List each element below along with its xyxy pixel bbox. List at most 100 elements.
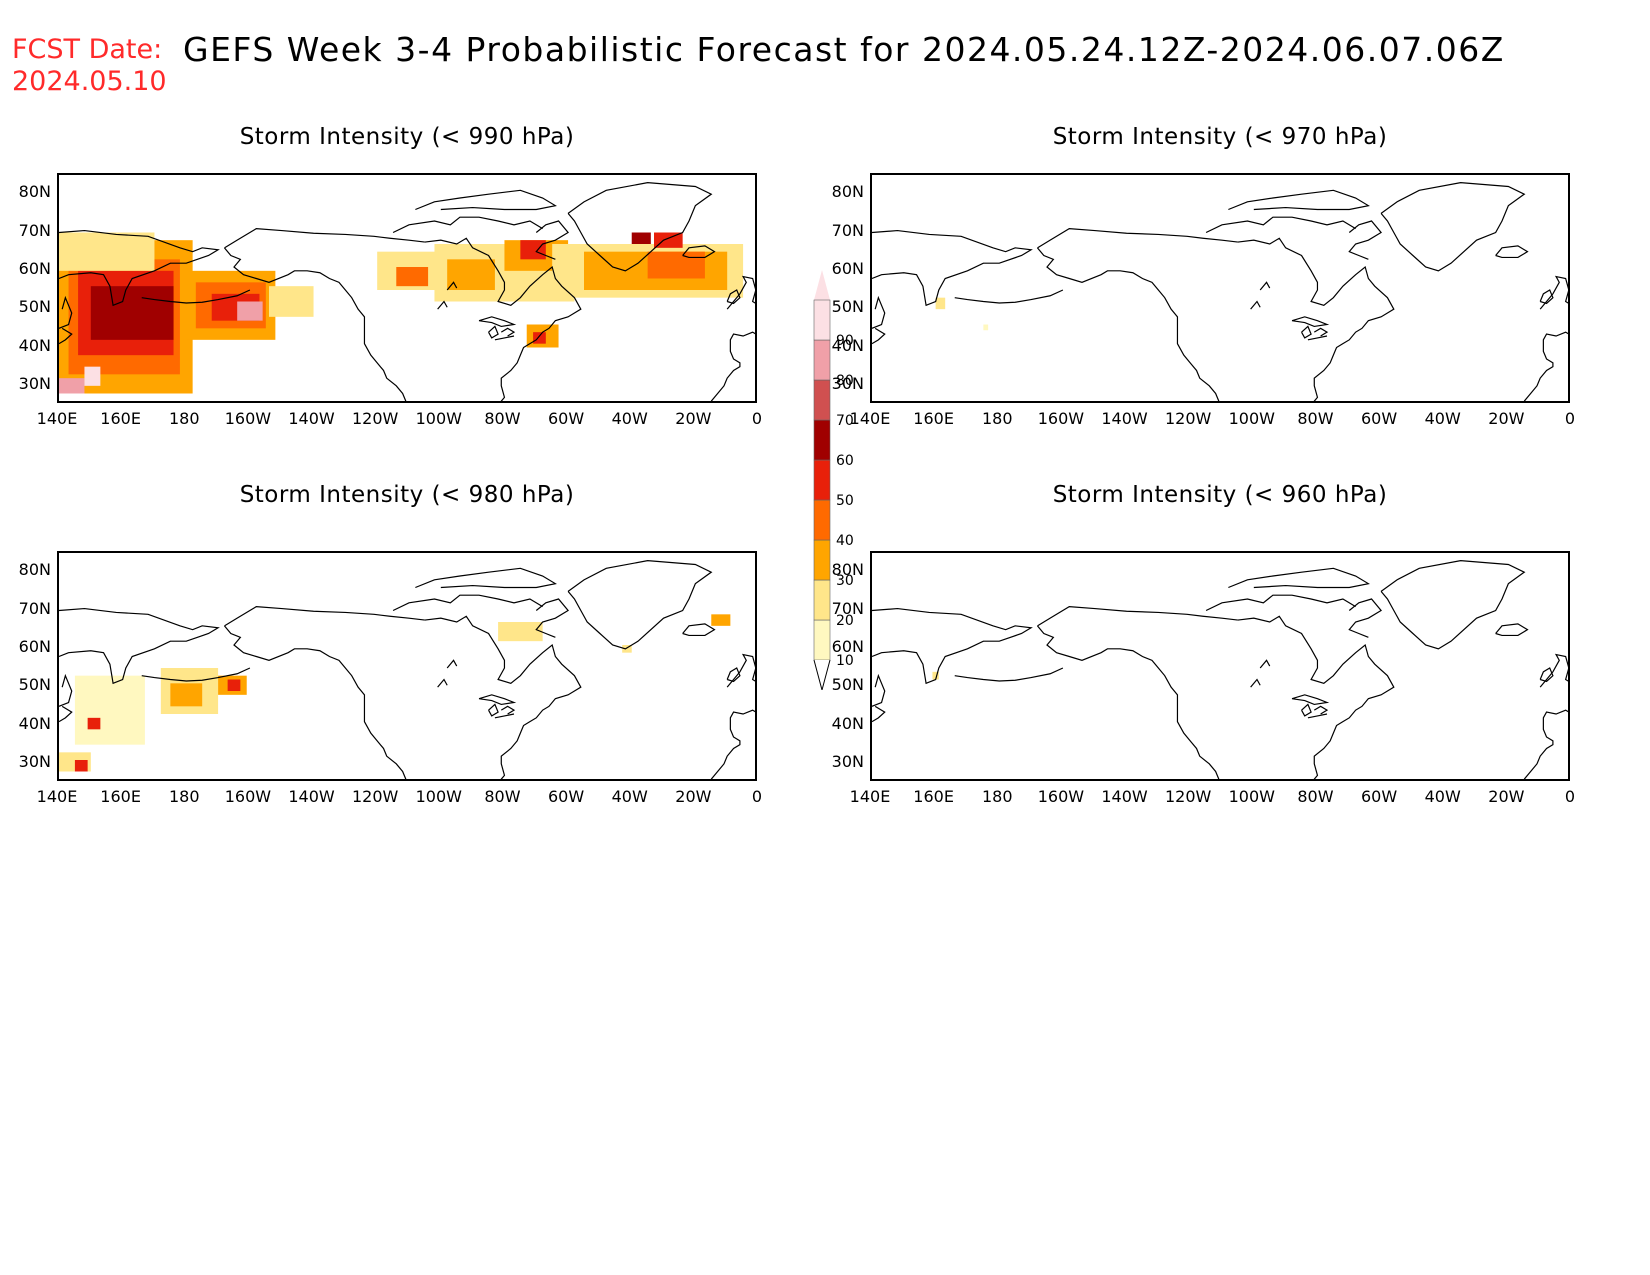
- colorbar-bottom-arrow: [813, 659, 831, 690]
- lat-tick-label: 80N: [18, 182, 51, 202]
- coastline: [1205, 594, 1356, 612]
- probability-cell: [227, 679, 241, 691]
- coastline: [437, 300, 448, 310]
- lon-tick-label: 100W: [1228, 409, 1275, 428]
- colorbar-label: 60: [836, 453, 854, 469]
- probability-cell: [520, 240, 546, 260]
- lon-tick-label: 140E: [36, 409, 78, 428]
- lon-tick-label: 80W: [484, 787, 521, 806]
- lon-tick-label: 160W: [1037, 409, 1085, 428]
- coastline: [1539, 653, 1568, 688]
- map-canvas: [59, 560, 755, 779]
- lat-tick-label: 70N: [831, 220, 864, 240]
- coastline: [1301, 325, 1312, 339]
- probability-cell: [983, 324, 989, 331]
- coastline: [1313, 327, 1329, 337]
- lat-tick-label: 80N: [831, 560, 864, 580]
- panel-title-970: Storm Intensity (< 970 hPa): [1052, 124, 1388, 150]
- coastline: [392, 594, 543, 612]
- lat-tick-label: 50N: [831, 297, 864, 317]
- lat-tick-label: 70N: [18, 220, 51, 240]
- coastline: [141, 289, 251, 304]
- lat-tick-label: 30N: [18, 373, 51, 393]
- coastline: [1036, 247, 1220, 401]
- panel-title-990: Storm Intensity (< 990 hPa): [239, 124, 575, 150]
- lat-tick-label: 50N: [18, 675, 51, 695]
- lon-tick-label: 140W: [288, 787, 335, 806]
- probability-cell: [84, 366, 101, 386]
- lon-tick-label: 140W: [1101, 787, 1148, 806]
- lon-tick-label: 140E: [36, 787, 78, 806]
- coastline: [1495, 623, 1529, 637]
- coastline: [488, 325, 499, 339]
- probability-cell: [396, 267, 429, 287]
- lon-tick-label: 40W: [1424, 409, 1461, 428]
- lat-tick-label: 80N: [18, 560, 51, 580]
- coastline: [500, 705, 516, 715]
- lat-tick-label: 70N: [18, 598, 51, 618]
- lon-tick-label: 20W: [1488, 787, 1525, 806]
- coastline: [1228, 567, 1370, 589]
- coastline: [1348, 220, 1382, 260]
- map-panel-970: [870, 173, 1570, 403]
- probability-cell: [87, 717, 101, 730]
- coastline: [1250, 678, 1261, 688]
- lat-tick-label: 40N: [831, 713, 864, 733]
- lat-tick-label: 40N: [18, 335, 51, 355]
- lon-tick-label: 60W: [1360, 409, 1398, 428]
- coastline: [567, 182, 713, 272]
- coastline: [223, 247, 407, 401]
- lon-tick-label: 20W: [675, 787, 712, 806]
- coastline: [872, 607, 1033, 685]
- coastline: [1523, 709, 1568, 779]
- map-panel-980: [57, 551, 757, 781]
- probability-cell: [74, 760, 88, 772]
- coastline: [446, 659, 458, 669]
- coastline: [1348, 598, 1382, 638]
- coastline: [1380, 182, 1526, 272]
- coastline: [500, 327, 516, 337]
- lat-tick-label: 60N: [831, 258, 864, 278]
- coastline: [424, 237, 582, 401]
- coastline: [223, 625, 407, 779]
- probability-cell: [622, 645, 632, 653]
- colorbar-label: 70: [836, 413, 854, 429]
- colorbar-top-arrow: [814, 270, 830, 300]
- coastline: [872, 229, 1033, 307]
- colorbar-label: 10: [836, 653, 854, 669]
- lon-tick-label: 180: [168, 787, 200, 806]
- lon-tick-label: 140W: [288, 409, 335, 428]
- lon-tick-label: 160W: [224, 409, 272, 428]
- coastline: [1307, 335, 1328, 341]
- lon-tick-label: 80W: [1297, 787, 1334, 806]
- coastline: [59, 295, 73, 329]
- lon-tick-label: 120W: [1164, 409, 1212, 428]
- panel-title-960: Storm Intensity (< 960 hPa): [1052, 482, 1388, 508]
- coastline: [872, 673, 886, 707]
- lon-tick-label: 140E: [849, 787, 891, 806]
- lon-tick-label: 160W: [224, 787, 272, 806]
- lon-tick-label: 60W: [547, 409, 585, 428]
- coastline: [567, 560, 713, 650]
- colorbar-swatch: [813, 579, 831, 621]
- map-canvas: [872, 560, 1568, 779]
- lon-tick-label: 100W: [1228, 787, 1275, 806]
- coastline: [1307, 713, 1328, 719]
- lon-tick-label: 100W: [415, 787, 462, 806]
- colorbar-swatch: [813, 419, 831, 461]
- coastline: [494, 713, 515, 719]
- lon-tick-label: 160E: [913, 409, 954, 428]
- coastline: [1301, 703, 1312, 717]
- coastline: [224, 228, 425, 249]
- probability-cell: [170, 683, 203, 707]
- lat-tick-label: 80N: [831, 182, 864, 202]
- colorbar-swatch: [813, 299, 831, 341]
- coastline: [424, 615, 582, 779]
- coastline: [224, 606, 425, 627]
- coastline: [535, 220, 569, 260]
- coastline: [59, 673, 73, 707]
- coastline: [59, 327, 73, 345]
- coastline: [1037, 228, 1238, 249]
- lon-tick-label: 120W: [351, 787, 399, 806]
- probability-cell: [59, 378, 85, 394]
